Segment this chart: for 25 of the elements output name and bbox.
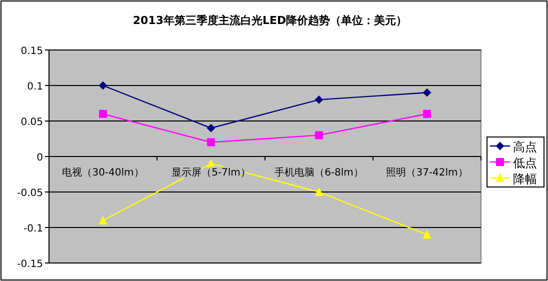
y-tick-label: -0.05 xyxy=(17,188,43,199)
legend-label: 低点 xyxy=(513,156,537,170)
point xyxy=(315,96,323,104)
point xyxy=(315,131,323,140)
chart-title: 2013年第三季度主流白光LED降价趋势（单位：美元） xyxy=(132,14,408,27)
point xyxy=(207,124,215,132)
legend-label: 高点 xyxy=(513,140,537,154)
point xyxy=(99,110,107,118)
y-tick-label: 0.1 xyxy=(27,82,43,92)
point xyxy=(207,138,215,146)
point xyxy=(423,110,431,118)
point xyxy=(423,88,431,97)
point xyxy=(315,188,323,196)
legend-label: 降幅 xyxy=(513,172,537,186)
x-tick-label: 电视（30-40lm） xyxy=(62,166,144,178)
y-tick-label: 0 xyxy=(36,152,43,164)
y-tick-label: -0.1 xyxy=(23,224,43,234)
y-tick-label: 0.15 xyxy=(20,46,43,57)
point xyxy=(423,230,431,239)
x-tick-label: 照明（37-42lm） xyxy=(386,168,468,178)
point xyxy=(99,216,107,224)
x-tick-label: 手机电脑（6-8lm） xyxy=(274,166,364,178)
point xyxy=(99,82,107,90)
y-tick-label: -0.15 xyxy=(17,259,43,270)
y-tick-label: 0.05 xyxy=(20,117,43,128)
